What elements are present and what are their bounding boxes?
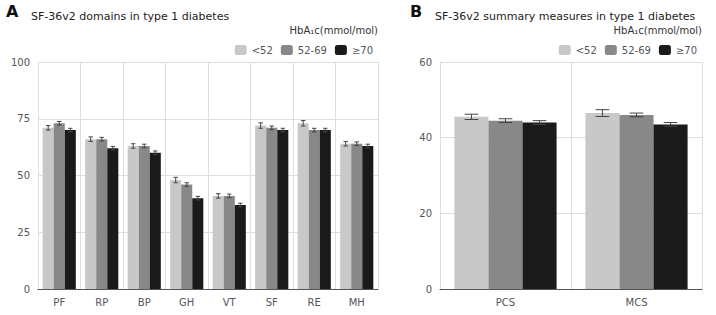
- svg-text:20: 20: [419, 208, 432, 219]
- svg-text:40: 40: [419, 132, 432, 143]
- svg-text:B: B: [410, 2, 422, 21]
- svg-text:MCS: MCS: [626, 297, 648, 308]
- svg-text:50: 50: [17, 170, 30, 181]
- svg-text:75: 75: [17, 113, 30, 124]
- svg-text:0: 0: [24, 284, 30, 295]
- svg-text:VT: VT: [223, 297, 237, 308]
- svg-text:52-69: 52-69: [622, 45, 651, 56]
- svg-text:SF: SF: [266, 297, 278, 308]
- svg-text:PF: PF: [53, 297, 65, 308]
- svg-text:BP: BP: [138, 297, 151, 308]
- svg-text:SF-36v2 domains in type 1 diab: SF-36v2 domains in type 1 diabetes: [31, 10, 229, 23]
- svg-text:100: 100: [11, 57, 30, 68]
- svg-text:HbA₁c(mmol/mol): HbA₁c(mmol/mol): [614, 25, 703, 36]
- svg-text:≥70: ≥70: [352, 45, 373, 56]
- svg-text:GH: GH: [179, 297, 194, 308]
- svg-text:SF-36v2 summary measures in ty: SF-36v2 summary measures in type 1 diabe…: [435, 10, 696, 23]
- svg-text:<52: <52: [252, 45, 273, 56]
- svg-text:HbA₁c(mmol/mol): HbA₁c(mmol/mol): [290, 25, 379, 36]
- svg-text:A: A: [6, 2, 19, 21]
- svg-text:0: 0: [426, 284, 432, 295]
- svg-text:RE: RE: [308, 297, 321, 308]
- svg-text:<52: <52: [576, 45, 597, 56]
- svg-text:25: 25: [17, 227, 30, 238]
- svg-text:≥70: ≥70: [676, 45, 697, 56]
- svg-text:RP: RP: [95, 297, 108, 308]
- svg-text:52-69: 52-69: [298, 45, 327, 56]
- svg-text:PCS: PCS: [496, 297, 515, 308]
- svg-text:60: 60: [419, 57, 432, 68]
- svg-text:MH: MH: [349, 297, 365, 308]
